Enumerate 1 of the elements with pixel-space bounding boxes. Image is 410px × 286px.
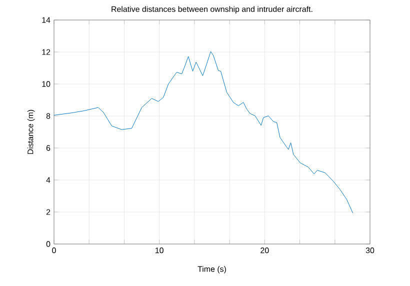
line-series	[54, 51, 354, 214]
